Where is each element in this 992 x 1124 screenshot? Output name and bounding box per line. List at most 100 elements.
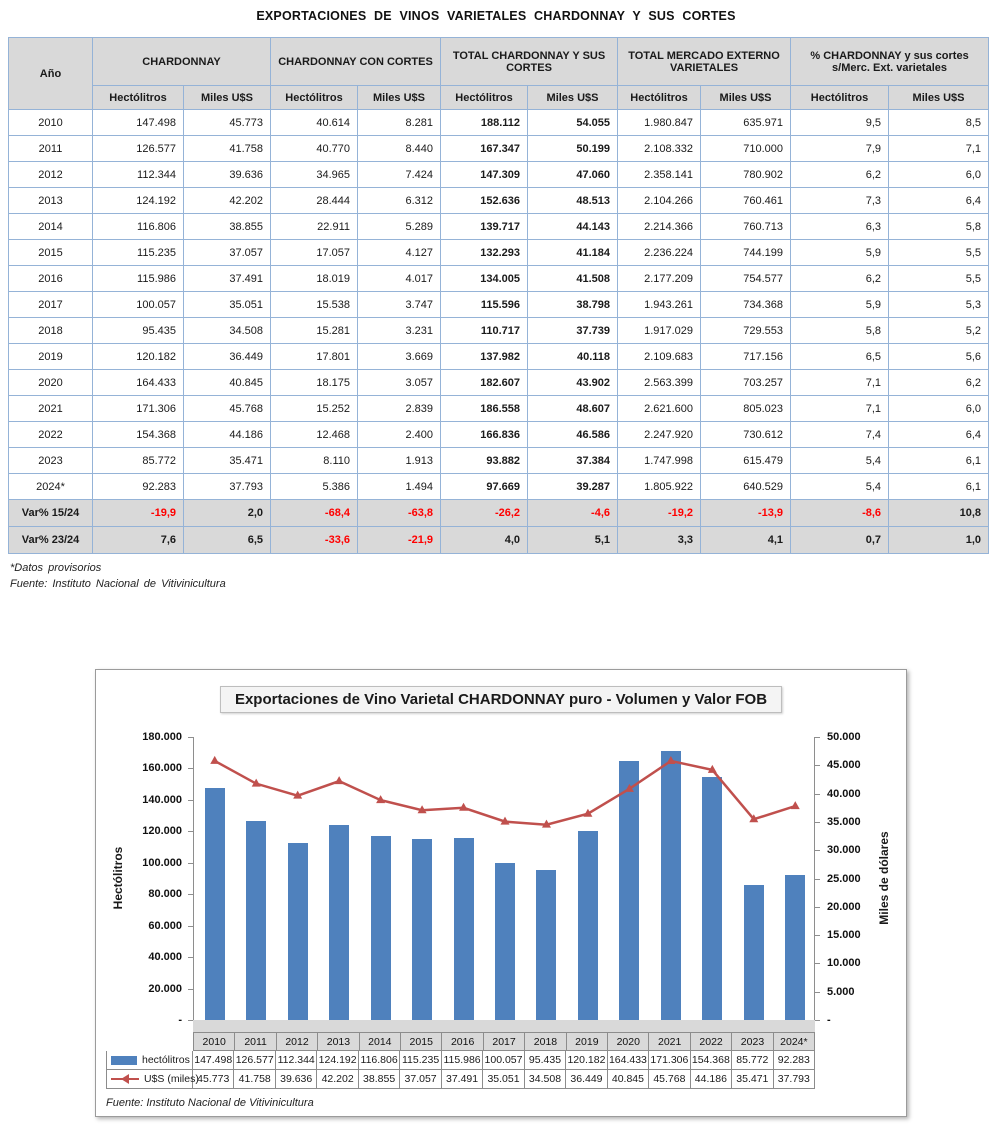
value-cell: 6,1 bbox=[888, 447, 990, 474]
year-cell: 2018 bbox=[8, 317, 93, 344]
left-axis-tick-label: 120.000 bbox=[142, 825, 182, 838]
sub-header-cell: Hectólitros bbox=[92, 85, 184, 110]
value-cell: 5,9 bbox=[790, 239, 890, 266]
year-axis-label: 2017 bbox=[484, 1033, 526, 1050]
right-axis-tick-mark bbox=[815, 737, 820, 738]
chart-data-cell: 115.235 bbox=[400, 1051, 442, 1069]
value-cell: 3.669 bbox=[356, 343, 442, 370]
value-cell: 112.344 bbox=[92, 161, 184, 188]
right-axis-tick-mark bbox=[815, 850, 820, 852]
value-cell: 5,4 bbox=[790, 447, 890, 474]
chart-data-cell: 42.202 bbox=[317, 1070, 359, 1088]
left-axis-tick-label: 180.000 bbox=[142, 731, 182, 743]
chart-data-cell: 92.283 bbox=[774, 1051, 816, 1069]
variation-row: Var% 15/24 -19,9 2,0 -68,4 -63,8 -26,2 -4,6 -19… bbox=[8, 499, 990, 527]
chart-data-cell: 35.471 bbox=[732, 1070, 774, 1088]
right-axis-tick-label: 30.000 bbox=[827, 844, 861, 857]
value-cell: 22.911 bbox=[270, 213, 358, 240]
sub-header-cell: Miles U$S bbox=[888, 85, 990, 110]
value-cell: 41.184 bbox=[527, 239, 619, 266]
value-cell: 6,0 bbox=[888, 395, 990, 422]
value-cell: 120.182 bbox=[92, 343, 184, 370]
value-cell: 36.449 bbox=[183, 343, 271, 370]
variation-value-cell: 1,0 bbox=[888, 526, 990, 554]
year-axis-label: 2012 bbox=[277, 1033, 319, 1050]
chart-data-cell: 41.758 bbox=[234, 1070, 276, 1088]
chart-data-cell: 34.508 bbox=[525, 1070, 567, 1088]
variation-value-cell: -13,9 bbox=[700, 499, 792, 527]
volume-bar bbox=[495, 862, 515, 1020]
chart-data-cell: 112.344 bbox=[276, 1051, 318, 1069]
variation-row: Var% 23/24 7,6 6,5 -33,6 -21,9 4,0 5,1 3,3 4,1 0,… bbox=[8, 526, 990, 554]
variation-value-cell: -19,2 bbox=[617, 499, 702, 527]
value-cell: 115.596 bbox=[440, 291, 529, 318]
value-cell: 188.112 bbox=[440, 109, 529, 136]
year-axis-label: 2015 bbox=[401, 1033, 443, 1050]
value-cell: 15.281 bbox=[270, 317, 358, 344]
value-cell: 45.773 bbox=[183, 109, 271, 136]
value-cell: 18.019 bbox=[270, 265, 358, 292]
variation-value-cell: -21,9 bbox=[356, 526, 442, 554]
volume-bar bbox=[453, 837, 474, 1020]
table-row: 2017 100.057 35.051 15.538 3.747 115.596 38.79… bbox=[8, 291, 990, 318]
value-cell: 152.636 bbox=[440, 187, 529, 214]
value-cell: 5.386 bbox=[270, 473, 358, 500]
value-cell: 8.440 bbox=[356, 135, 442, 162]
chart-data-cell: 45.768 bbox=[649, 1070, 691, 1088]
value-cell: 710.000 bbox=[700, 135, 792, 162]
year-cell: 2017 bbox=[8, 291, 93, 318]
table-row: 2024* 92.283 37.793 5.386 1.494 97.669 39.287 1… bbox=[8, 473, 990, 500]
year-cell: 2015 bbox=[8, 239, 93, 266]
value-cell: 5,5 bbox=[888, 265, 990, 292]
value-cell: 137.982 bbox=[440, 343, 529, 370]
year-cell: 2023 bbox=[8, 447, 93, 474]
group-header-chardonnay-con-cortes: CHARDONNAY CON CORTES bbox=[269, 37, 442, 86]
bar-legend-icon bbox=[111, 1055, 137, 1065]
value-cell: 45.768 bbox=[183, 395, 271, 422]
value-cell: 154.368 bbox=[92, 421, 184, 448]
value-cell: 2.358.141 bbox=[617, 161, 702, 188]
footnote-provisional: *Datos provisorios bbox=[10, 562, 102, 574]
value-cell: 6.312 bbox=[356, 187, 442, 214]
volume-bar bbox=[204, 788, 225, 1020]
value-cell: 54.055 bbox=[527, 109, 619, 136]
value-cell: 3.057 bbox=[356, 369, 442, 396]
value-cell: 717.156 bbox=[700, 343, 792, 370]
value-cell: 703.257 bbox=[700, 369, 792, 396]
value-cell: 3.747 bbox=[356, 291, 442, 318]
chart-data-cell: 126.577 bbox=[234, 1051, 276, 1069]
category-axis-labels: 2010 2011 2012 2013 2014 2015 2016 2017 2018 2019… bbox=[193, 1032, 816, 1051]
value-cell: 4.127 bbox=[356, 239, 442, 266]
left-axis-tick-label: - bbox=[178, 1014, 182, 1026]
value-cell: 7,9 bbox=[790, 135, 890, 162]
value-cell: 780.902 bbox=[700, 161, 792, 188]
variation-value-cell: 3,3 bbox=[617, 526, 702, 554]
value-cell: 5,9 bbox=[790, 291, 890, 318]
volume-bar bbox=[743, 885, 764, 1020]
line-marker-triangle bbox=[707, 764, 717, 773]
value-cell: 6,2 bbox=[790, 161, 890, 188]
year-cell: 2020 bbox=[8, 369, 93, 396]
variation-value-cell: -8,6 bbox=[790, 499, 890, 527]
left-axis-tick-mark bbox=[188, 925, 193, 927]
value-cell: 167.347 bbox=[440, 135, 529, 162]
variation-label: Var% 23/24 bbox=[8, 526, 93, 554]
year-cell: 2024* bbox=[8, 473, 93, 500]
year-axis-label: 2013 bbox=[318, 1033, 360, 1050]
year-axis-label: 2022 bbox=[691, 1033, 733, 1050]
year-axis-label: 2010 bbox=[193, 1033, 236, 1050]
value-cell: 34.965 bbox=[270, 161, 358, 188]
group-header-pct-chardonnay: % CHARDONNAY y sus cortes s/Merc. Ext. v… bbox=[790, 37, 990, 86]
value-cell: 41.508 bbox=[527, 265, 619, 292]
value-cell: 6,4 bbox=[888, 421, 990, 448]
value-cell: 126.577 bbox=[92, 135, 184, 162]
value-cell: 37.384 bbox=[527, 447, 619, 474]
left-axis-tick-mark bbox=[188, 737, 193, 738]
line-marker-triangle bbox=[749, 814, 759, 823]
sub-header-cell: Hectólitros bbox=[617, 85, 702, 110]
right-axis-tick-label: 10.000 bbox=[827, 957, 861, 970]
volume-bar bbox=[370, 836, 391, 1020]
sub-header-cell: Miles U$S bbox=[527, 85, 619, 110]
footnote-source: Fuente: Instituto Nacional de Vitivinicu… bbox=[10, 578, 226, 590]
value-cell: 2.109.683 bbox=[617, 343, 702, 370]
